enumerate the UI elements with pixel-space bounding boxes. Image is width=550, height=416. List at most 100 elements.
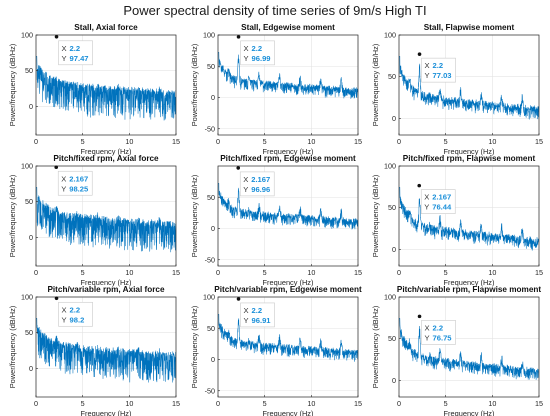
y-tick-label: -50 (205, 386, 215, 395)
datatip-y-value: 98.2 (70, 315, 85, 324)
psd-series-line (218, 183, 358, 230)
y-tick-label: 50 (207, 62, 215, 71)
x-tick-label: 10 (488, 268, 496, 277)
datatip-marker[interactable] (54, 35, 59, 39)
psd-series-line (36, 187, 176, 253)
datatip-x-value: 2.167 (432, 193, 451, 202)
x-tick-label: 0 (216, 399, 220, 408)
axes-box (35, 34, 177, 136)
y-tick-label: 0 (392, 114, 396, 123)
y-axis-label: Power/frequency (dB/Hz) (190, 44, 199, 127)
x-tick-label: 10 (125, 399, 133, 408)
subplot-title: Pitch/fixed rpm, Axial force (53, 154, 159, 163)
datatip-box (240, 302, 275, 328)
y-axis-label: Power/frequency (dB/Hz) (8, 175, 17, 258)
datatip-marker[interactable] (236, 297, 241, 301)
x-tick-label: 15 (172, 268, 180, 277)
y-axis-label: Power/frequency (dB/Hz) (371, 306, 380, 389)
subplot-title: Pitch/variable rpm, Edgewise moment (214, 285, 362, 294)
subplot-8: Pitch/variable rpm, Edgewise moment 0 5 10 1… (190, 285, 362, 416)
datatip-marker[interactable] (417, 183, 422, 188)
x-tick-label: 0 (34, 137, 38, 146)
y-tick-label: 50 (388, 72, 396, 81)
datatip-x-key: X (425, 323, 430, 332)
y-tick-label: 50 (388, 203, 396, 212)
datatip[interactable]: X 2.2Y 96.91 (240, 302, 275, 328)
x-tick-label: 10 (125, 268, 133, 277)
datatip-marker[interactable] (54, 296, 59, 301)
plot-area (218, 166, 358, 266)
axes-box (35, 165, 177, 267)
datatip-y-key: Y (62, 54, 67, 63)
datatip-y-key: Y (425, 333, 430, 342)
datatip-x-value: 2.2 (252, 306, 263, 315)
y-tick-label: 50 (25, 197, 33, 206)
y-axis-label: Power/frequency (dB/Hz) (8, 44, 17, 127)
y-tick-label: 50 (207, 193, 215, 202)
datatip-x-value: 2.2 (433, 61, 444, 70)
x-tick-label: 0 (397, 137, 401, 146)
datatip-x-key: X (244, 306, 249, 315)
x-axis-label: Frequency (Hz) (81, 409, 132, 416)
y-axis-label: Power/frequency (dB/Hz) (371, 175, 380, 258)
datatip[interactable]: X 2.2Y 98.2 (58, 301, 93, 327)
plot-area (399, 166, 539, 266)
y-tick-label: 0 (211, 93, 215, 102)
y-axis-label: Power/frequency (dB/Hz) (190, 306, 199, 389)
x-axis-label: Frequency (Hz) (263, 409, 314, 416)
datatip-marker[interactable] (236, 166, 241, 170)
datatip-box (421, 320, 456, 345)
y-axis-label: Power/frequency (dB/Hz) (190, 175, 199, 258)
subplot-6: Pitch/fixed rpm, Flapwise moment 0 5 10 15 0 5… (371, 154, 543, 287)
datatip-x-value: 2.167 (69, 174, 88, 183)
x-axis-label: Frequency (Hz) (444, 147, 495, 156)
axes-box (217, 165, 359, 267)
x-tick-label: 15 (535, 268, 543, 277)
x-tick-label: 5 (81, 268, 85, 277)
x-axis-label: Frequency (Hz) (263, 147, 314, 156)
datatip-y-key: Y (424, 203, 429, 212)
x-tick-label: 10 (488, 137, 496, 146)
subplot-3: Stall, Flapwise moment 0 5 10 15 0 50 100 Freque… (371, 23, 543, 156)
datatip-marker[interactable] (417, 52, 422, 56)
datatip-y-value: 96.91 (252, 316, 272, 325)
y-tick-label: -50 (205, 255, 215, 264)
datatip-y-key: Y (61, 184, 66, 193)
y-axis-label: Power/frequency (dB/Hz) (8, 306, 17, 389)
x-tick-label: 0 (216, 268, 220, 277)
x-tick-label: 15 (354, 137, 362, 146)
axes-box (217, 296, 359, 398)
subplot-5: Pitch/fixed rpm, Edgewise moment 0 5 10 15 -5… (190, 154, 362, 287)
x-tick-label: 0 (34, 399, 38, 408)
y-axis-label: Power/frequency (dB/Hz) (371, 44, 380, 127)
x-tick-label: 5 (444, 137, 448, 146)
datatip[interactable]: X 2.2Y 96.99 (240, 40, 275, 66)
x-tick-label: 10 (307, 399, 315, 408)
psd-series-line (399, 318, 539, 380)
y-tick-label: 0 (29, 364, 33, 373)
datatip-marker[interactable] (417, 314, 422, 319)
datatip-box (58, 40, 93, 66)
datatip-marker[interactable] (236, 35, 241, 39)
axes-box (398, 296, 540, 398)
x-tick-label: 10 (307, 137, 315, 146)
datatip-y-value: 96.99 (252, 54, 271, 63)
datatip-box (58, 301, 93, 327)
x-tick-label: 10 (125, 137, 133, 146)
datatip[interactable]: X 2.2Y 76.75 (421, 320, 456, 345)
datatip-marker[interactable] (54, 165, 59, 170)
x-tick-label: 0 (397, 268, 401, 277)
datatip-y-value: 77.03 (433, 71, 452, 80)
datatip[interactable]: X 2.2Y 77.03 (421, 57, 456, 83)
psd-series-line (218, 52, 358, 99)
x-axis-label: Frequency (Hz) (444, 278, 495, 287)
x-axis-label: Frequency (Hz) (81, 147, 132, 156)
datatip[interactable]: X 2.2Y 97.47 (58, 40, 93, 66)
y-tick-label: 100 (21, 162, 33, 171)
